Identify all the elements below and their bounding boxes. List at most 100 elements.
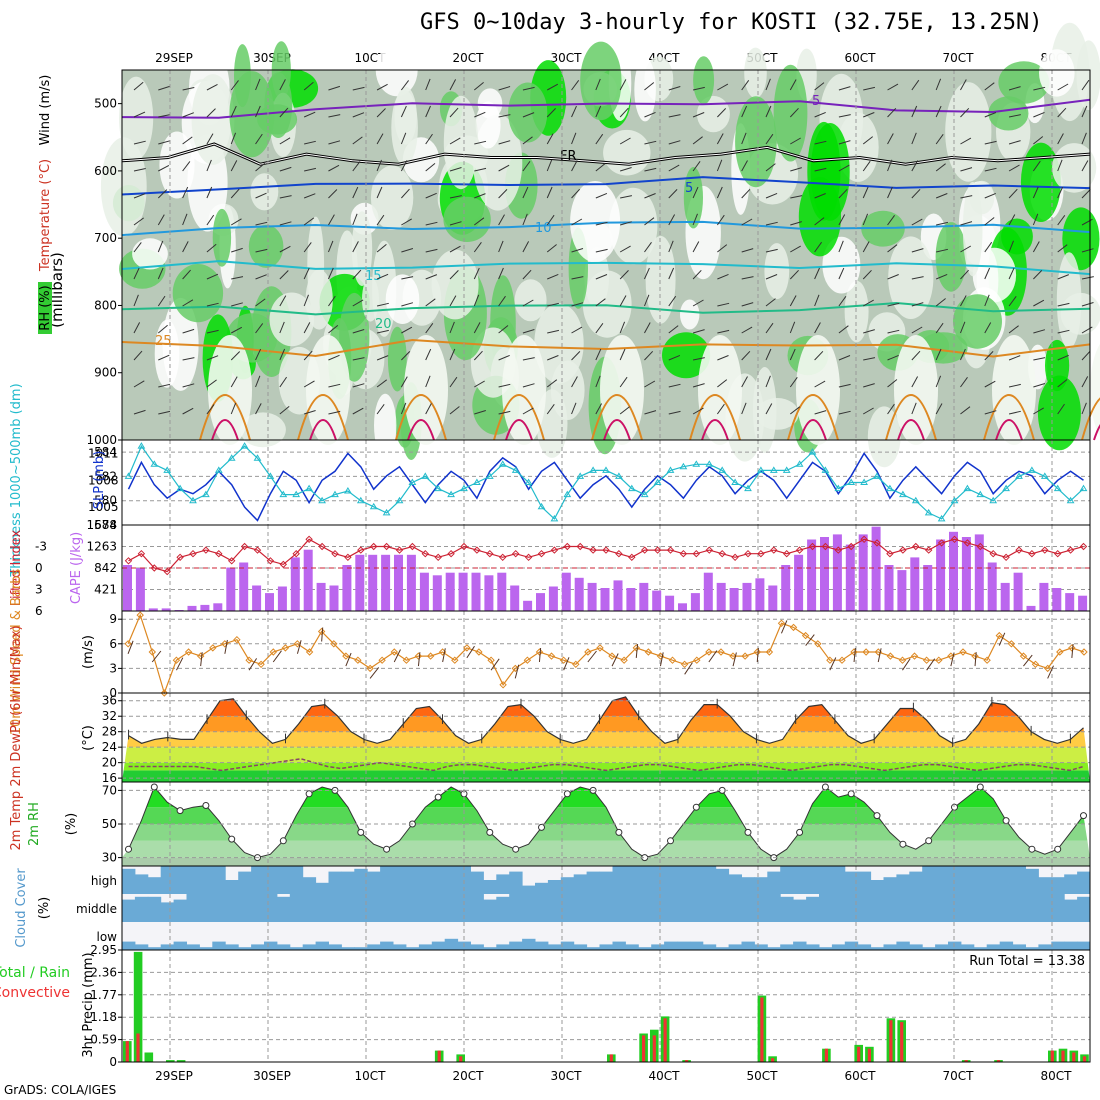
cape-bar bbox=[1000, 582, 1010, 611]
cloud-cell bbox=[431, 941, 446, 950]
cloud-cell bbox=[315, 882, 329, 894]
cloud-cell bbox=[535, 941, 549, 950]
wind-barb bbox=[498, 240, 504, 253]
cape-bar bbox=[690, 593, 700, 611]
cloud-cell bbox=[728, 894, 742, 922]
bottom-date-label: 80CT bbox=[1041, 1069, 1073, 1083]
wind-barb bbox=[619, 79, 627, 91]
wind-speed-point bbox=[862, 648, 870, 656]
wind-barb bbox=[765, 348, 772, 361]
thickness-point bbox=[718, 466, 727, 473]
li-tick-label: -3 bbox=[35, 540, 47, 554]
rh-blob bbox=[680, 299, 700, 330]
pressure-tick-label: 500 bbox=[94, 97, 117, 111]
wind-barb bbox=[498, 383, 511, 388]
isotherm-line bbox=[799, 419, 827, 441]
wind-barb bbox=[619, 348, 626, 361]
thickness-point bbox=[150, 460, 159, 467]
cape-bar bbox=[213, 603, 223, 611]
wind-barb bbox=[230, 132, 237, 145]
wind-barb bbox=[984, 267, 991, 280]
wind-barb bbox=[1033, 357, 1046, 361]
wind-barb bbox=[182, 269, 191, 280]
wind-barb bbox=[790, 167, 802, 172]
lifted-index-point bbox=[886, 549, 894, 558]
wind-speed-point bbox=[402, 656, 411, 664]
precip-convective-bar bbox=[824, 1048, 828, 1062]
cape-bar bbox=[342, 565, 352, 611]
cloud-cell bbox=[315, 894, 329, 922]
thickness-tick-label: 580 bbox=[94, 494, 117, 508]
cloud-cell bbox=[251, 866, 265, 894]
lifted-index-point bbox=[1066, 546, 1075, 554]
wind-speed-point bbox=[487, 656, 495, 664]
cloud-cell bbox=[1051, 877, 1065, 894]
precip-total-bar bbox=[144, 1052, 154, 1062]
wind-speed-point bbox=[535, 648, 544, 656]
cloud-cell bbox=[715, 868, 730, 894]
wind-barb bbox=[619, 321, 626, 334]
wind-axis-label: 10m Wind Speed & Barbs bbox=[9, 569, 24, 736]
wind-barb bbox=[668, 140, 681, 145]
wind-barb bbox=[474, 410, 486, 415]
wind-barb bbox=[449, 137, 461, 145]
wind-speed-point bbox=[233, 635, 241, 644]
wind-barb bbox=[717, 273, 729, 280]
isotherm-line bbox=[995, 419, 1023, 441]
wind-barb bbox=[498, 354, 510, 361]
cloud-cell bbox=[238, 894, 252, 922]
wind-barb bbox=[449, 321, 455, 334]
rh-blob bbox=[867, 406, 901, 468]
lifted-index-point bbox=[937, 539, 946, 547]
wind-barb bbox=[595, 221, 608, 226]
cloud-cell bbox=[935, 866, 949, 894]
wind-speed-point bbox=[801, 631, 810, 640]
wind-barb bbox=[741, 132, 747, 145]
cloud-cell bbox=[909, 944, 923, 950]
cloud-cell bbox=[922, 894, 936, 922]
cloud-cell bbox=[147, 896, 162, 922]
wind-barb bbox=[498, 114, 511, 118]
wind-barb bbox=[303, 294, 309, 307]
wind-barb bbox=[255, 133, 263, 145]
rh-point bbox=[692, 803, 700, 811]
wind-barb bbox=[400, 402, 407, 415]
wind-barb bbox=[935, 298, 946, 307]
wind-barb bbox=[230, 351, 241, 361]
rh-blob bbox=[998, 61, 1050, 104]
thickness-point bbox=[963, 484, 972, 492]
dewpoint-line bbox=[128, 758, 1084, 772]
rh-band bbox=[122, 807, 1090, 824]
lifted-index-point bbox=[292, 549, 300, 558]
wind-barb bbox=[789, 79, 797, 91]
wind-barb bbox=[619, 245, 631, 253]
lifted-index-point bbox=[912, 542, 920, 551]
cape-bar bbox=[639, 582, 649, 611]
wind-barb bbox=[449, 376, 458, 388]
wind-barb bbox=[1008, 383, 1021, 388]
wind-barb bbox=[838, 410, 851, 415]
wind-speed-point bbox=[693, 656, 701, 664]
thickness-point bbox=[253, 454, 262, 461]
top-date-label: 70CT bbox=[943, 51, 975, 65]
wind-barb bbox=[668, 240, 674, 253]
cloud-cell bbox=[1051, 894, 1065, 922]
precip-convective-bar bbox=[642, 1035, 646, 1062]
lifted-index-point bbox=[589, 546, 597, 554]
thickness-point bbox=[524, 478, 533, 485]
wind-barb bbox=[279, 245, 291, 253]
cloud-cell bbox=[909, 871, 923, 894]
wind-barb bbox=[619, 137, 631, 145]
wind-barb bbox=[328, 325, 339, 334]
cape-bar bbox=[871, 526, 881, 611]
wind-barb bbox=[911, 248, 924, 253]
rh-tick-label: 70 bbox=[102, 783, 117, 797]
cloud-cell bbox=[1038, 944, 1052, 950]
cloud-cell bbox=[186, 866, 200, 894]
cloud-cell bbox=[1012, 866, 1026, 894]
wind-barb bbox=[328, 383, 341, 388]
thickness-point bbox=[911, 496, 920, 504]
cloud-cell bbox=[276, 944, 291, 950]
rh-blob bbox=[580, 41, 622, 121]
cloud-cell bbox=[780, 896, 794, 922]
